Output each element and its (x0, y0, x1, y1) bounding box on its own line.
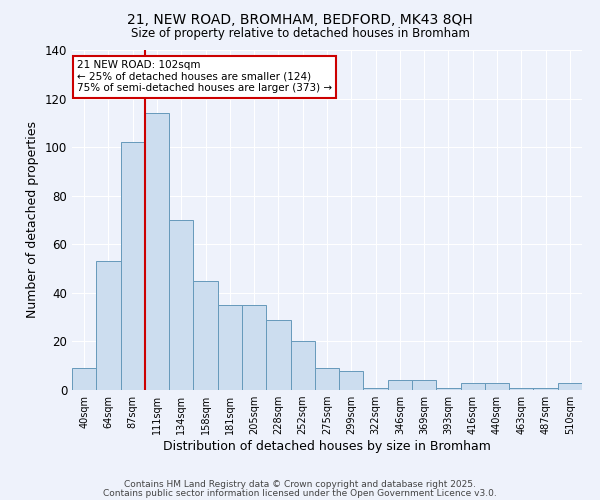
X-axis label: Distribution of detached houses by size in Bromham: Distribution of detached houses by size … (163, 440, 491, 453)
Bar (533, 388, 558, 390)
Bar (242, 305, 266, 390)
Bar (96, 262, 121, 390)
Text: Contains HM Land Registry data © Crown copyright and database right 2025.: Contains HM Land Registry data © Crown c… (124, 480, 476, 489)
Bar (218, 305, 242, 390)
Bar (558, 382, 582, 390)
Bar (290, 342, 315, 390)
Bar (364, 388, 388, 390)
Bar (121, 142, 145, 390)
Text: 21 NEW ROAD: 102sqm
← 25% of detached houses are smaller (124)
75% of semi-detac: 21 NEW ROAD: 102sqm ← 25% of detached ho… (77, 60, 332, 94)
Bar (436, 388, 461, 390)
Text: 21, NEW ROAD, BROMHAM, BEDFORD, MK43 8QH: 21, NEW ROAD, BROMHAM, BEDFORD, MK43 8QH (127, 12, 473, 26)
Bar (388, 380, 412, 390)
Bar (193, 280, 218, 390)
Bar (266, 320, 290, 390)
Bar (339, 370, 364, 390)
Bar (169, 220, 193, 390)
Bar (145, 113, 169, 390)
Bar (412, 380, 436, 390)
Bar (315, 368, 339, 390)
Bar (461, 382, 485, 390)
Text: Size of property relative to detached houses in Bromham: Size of property relative to detached ho… (131, 28, 469, 40)
Bar (485, 382, 509, 390)
Y-axis label: Number of detached properties: Number of detached properties (26, 122, 39, 318)
Bar (72, 368, 96, 390)
Text: Contains public sector information licensed under the Open Government Licence v3: Contains public sector information licen… (103, 488, 497, 498)
Bar (509, 388, 533, 390)
